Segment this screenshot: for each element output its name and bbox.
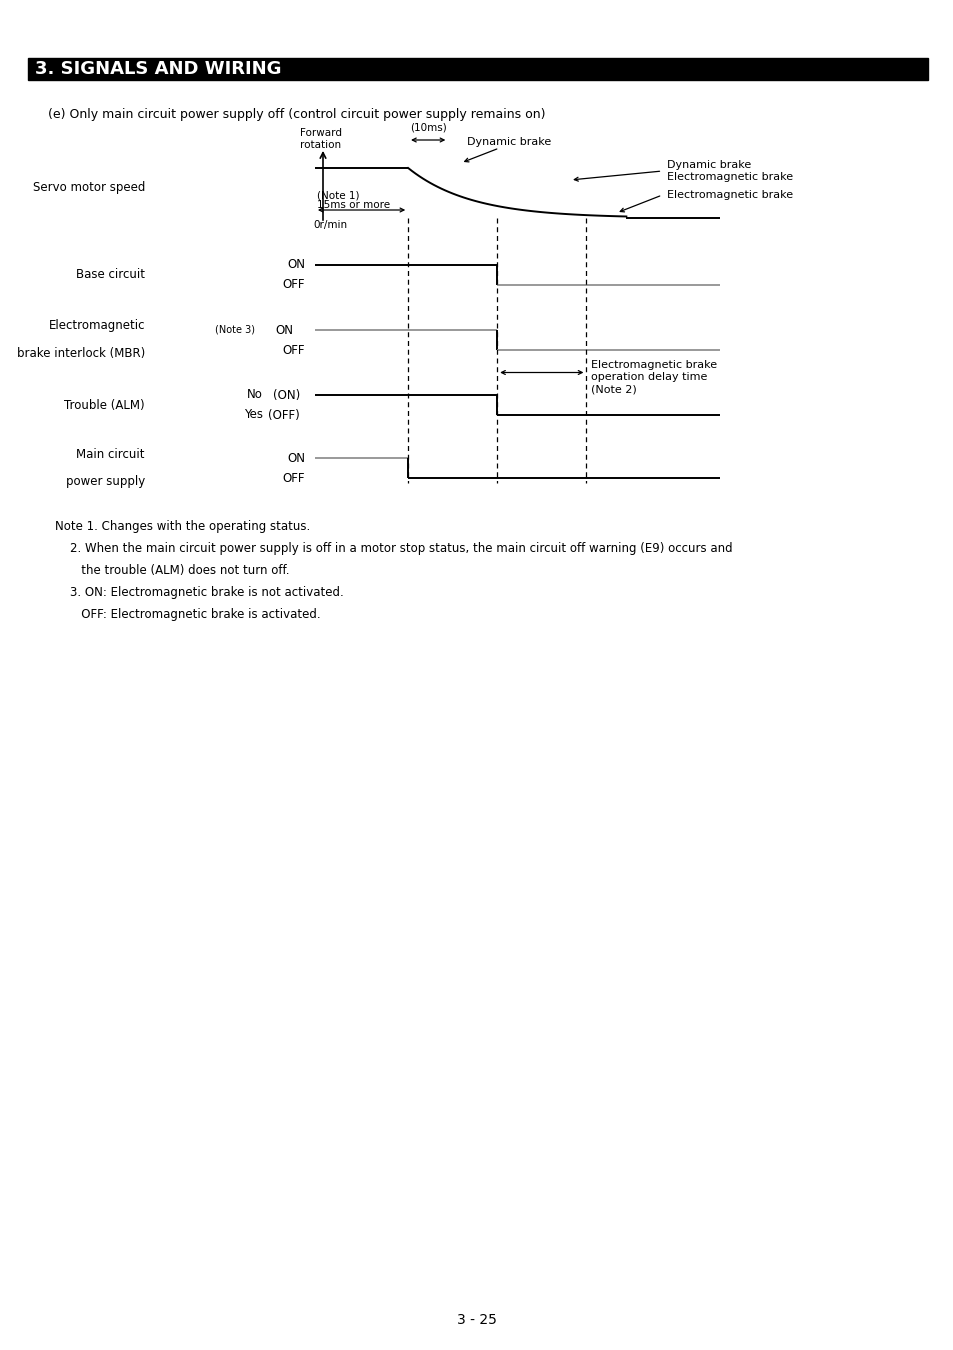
Text: (OFF): (OFF) (268, 409, 299, 421)
Text: Trouble (ALM): Trouble (ALM) (64, 398, 145, 412)
Text: Dynamic brake: Dynamic brake (467, 136, 551, 147)
Text: 15ms or more: 15ms or more (316, 200, 390, 211)
Text: Dynamic brake: Dynamic brake (667, 161, 751, 170)
Text: Electromagnetic brake: Electromagnetic brake (667, 190, 793, 200)
Text: brake interlock (MBR): brake interlock (MBR) (17, 347, 145, 360)
Text: (Note 2): (Note 2) (591, 385, 637, 394)
Text: Electromagnetic brake: Electromagnetic brake (667, 171, 793, 182)
Text: Base circuit: Base circuit (76, 269, 145, 282)
Text: ON: ON (274, 324, 293, 336)
Text: rotation: rotation (300, 140, 341, 150)
Text: Electromagnetic: Electromagnetic (49, 320, 145, 332)
Text: Servo motor speed: Servo motor speed (32, 181, 145, 194)
Text: 3. SIGNALS AND WIRING: 3. SIGNALS AND WIRING (35, 59, 281, 78)
Bar (28, 58, 927, 80)
Text: (Note 3): (Note 3) (214, 325, 254, 335)
Text: 3 - 25: 3 - 25 (456, 1314, 497, 1327)
Text: 3. ON: Electromagnetic brake is not activated.: 3. ON: Electromagnetic brake is not acti… (55, 586, 343, 599)
Text: OFF: OFF (282, 471, 305, 485)
Text: Forward: Forward (299, 128, 341, 138)
Text: (10ms): (10ms) (410, 122, 446, 132)
Text: (e) Only main circuit power supply off (control circuit power supply remains on): (e) Only main circuit power supply off (… (48, 108, 545, 122)
Text: OFF: OFF (282, 343, 305, 356)
Text: the trouble (ALM) does not turn off.: the trouble (ALM) does not turn off. (55, 564, 289, 576)
Text: No: No (247, 389, 263, 401)
Text: Yes: Yes (244, 409, 263, 421)
Text: Note 1. Changes with the operating status.: Note 1. Changes with the operating statu… (55, 520, 310, 533)
Text: operation delay time: operation delay time (591, 373, 707, 382)
Text: (ON): (ON) (273, 389, 299, 401)
Text: ON: ON (287, 258, 305, 271)
Text: OFF: OFF (282, 278, 305, 292)
Text: OFF: Electromagnetic brake is activated.: OFF: Electromagnetic brake is activated. (55, 608, 320, 621)
Text: Main circuit: Main circuit (76, 447, 145, 460)
Text: (Note 1): (Note 1) (316, 190, 359, 200)
Text: power supply: power supply (66, 475, 145, 489)
Text: 2. When the main circuit power supply is off in a motor stop status, the main ci: 2. When the main circuit power supply is… (55, 541, 732, 555)
Text: Electromagnetic brake: Electromagnetic brake (591, 360, 717, 370)
Text: ON: ON (287, 451, 305, 464)
Text: 0r/min: 0r/min (313, 220, 347, 230)
